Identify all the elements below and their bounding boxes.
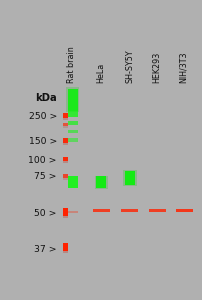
Bar: [67, 130, 77, 133]
Bar: [67, 89, 77, 111]
Bar: [63, 178, 67, 180]
Bar: [124, 171, 135, 185]
Bar: [63, 251, 67, 253]
Bar: [63, 123, 67, 126]
Bar: [94, 176, 107, 189]
Bar: [63, 211, 78, 214]
Bar: [67, 111, 77, 117]
Bar: [63, 215, 67, 217]
Bar: [63, 126, 67, 128]
Bar: [67, 121, 77, 125]
Bar: [63, 157, 67, 161]
Text: 250 >: 250 >: [28, 112, 57, 122]
Text: NIH/3T3: NIH/3T3: [178, 52, 187, 83]
Text: kDa: kDa: [35, 93, 57, 103]
Bar: [63, 174, 67, 178]
Bar: [63, 208, 67, 215]
Bar: [96, 176, 106, 188]
Text: 150 >: 150 >: [28, 137, 57, 146]
Text: HeLa: HeLa: [95, 63, 104, 83]
Text: 100 >: 100 >: [28, 155, 57, 164]
Text: 75 >: 75 >: [34, 172, 57, 182]
Bar: [67, 176, 77, 188]
Bar: [67, 138, 77, 142]
Bar: [175, 209, 193, 212]
Bar: [63, 142, 67, 145]
Bar: [63, 161, 67, 163]
Bar: [63, 113, 67, 118]
Bar: [120, 209, 137, 212]
Text: 50 >: 50 >: [34, 209, 57, 218]
Bar: [148, 209, 165, 212]
Text: 37 >: 37 >: [34, 245, 57, 254]
Bar: [122, 170, 136, 186]
Bar: [63, 138, 67, 142]
Bar: [63, 243, 67, 251]
Bar: [66, 87, 79, 112]
Text: Rat brain: Rat brain: [67, 46, 76, 83]
Bar: [92, 209, 110, 212]
Text: SH-SY5Y: SH-SY5Y: [124, 50, 133, 83]
Text: HEK293: HEK293: [152, 52, 161, 83]
Bar: [63, 118, 67, 120]
